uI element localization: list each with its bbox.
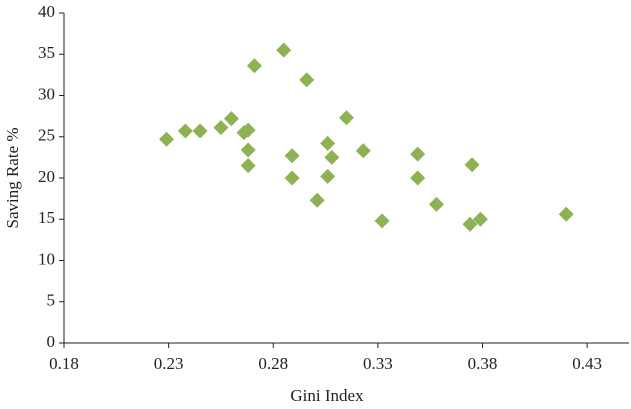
y-tick-label: 30 <box>38 84 55 103</box>
y-tick-label: 10 <box>38 249 55 268</box>
y-tick-label: 15 <box>38 208 55 227</box>
point <box>276 42 292 58</box>
point <box>284 170 300 186</box>
point <box>299 72 315 88</box>
point <box>428 196 444 212</box>
point <box>192 123 208 139</box>
point <box>464 157 480 173</box>
y-tick-label: 25 <box>38 126 55 145</box>
x-tick-label: 0.28 <box>258 354 288 373</box>
point <box>355 143 371 159</box>
point <box>284 148 300 164</box>
point <box>339 110 354 126</box>
x-tick-label: 0.23 <box>154 354 184 373</box>
point <box>223 111 239 127</box>
point <box>462 216 478 232</box>
y-tick-label: 5 <box>47 291 56 310</box>
point <box>159 131 175 147</box>
point <box>246 58 262 74</box>
point <box>320 168 336 184</box>
point <box>213 120 229 136</box>
x-tick-label: 0.43 <box>572 354 602 373</box>
y-tick-label: 0 <box>47 332 56 351</box>
point <box>410 146 426 162</box>
y-tick-label: 40 <box>38 2 55 21</box>
x-tick-label: 0.18 <box>49 354 79 373</box>
point <box>324 149 340 165</box>
point <box>558 206 574 222</box>
y-tick-label: 20 <box>38 167 55 186</box>
y-axis-label: Saving Rate % <box>3 127 22 228</box>
y-tick-label: 35 <box>38 43 55 62</box>
point <box>309 192 325 208</box>
point <box>177 123 193 139</box>
point <box>320 135 336 151</box>
point <box>240 142 256 158</box>
point <box>374 213 390 229</box>
x-axis-label: Gini Index <box>290 386 364 405</box>
x-tick-label: 0.33 <box>363 354 393 373</box>
point <box>410 170 426 186</box>
point <box>240 158 256 174</box>
point <box>240 122 256 138</box>
x-tick-label: 0.38 <box>468 354 498 373</box>
point <box>472 211 488 227</box>
